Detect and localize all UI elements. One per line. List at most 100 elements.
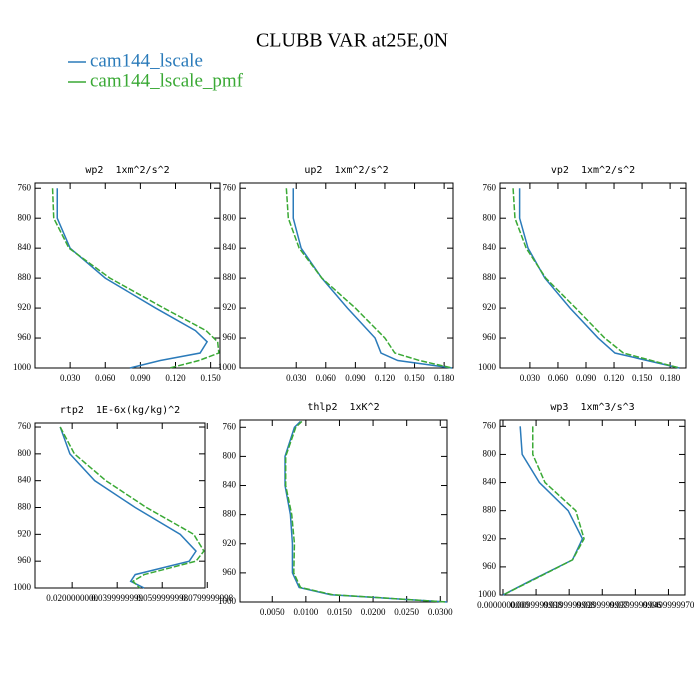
y-tick-label: 880 — [18, 272, 32, 282]
x-tick-label: 0.0050 — [260, 607, 285, 617]
x-tick-label: 0.0399999996 — [609, 600, 661, 610]
x-tick-label: 0.0300 — [428, 607, 453, 617]
y-tick-label: 840 — [483, 242, 497, 252]
y-tick-label: 760 — [18, 182, 32, 192]
legend-label: cam144_lscale — [90, 50, 203, 71]
x-tick-label: 0.060 — [316, 373, 337, 383]
y-tick-label: 760 — [483, 182, 497, 192]
y-tick-label: 1000 — [478, 362, 497, 372]
y-tick-label: 1000 — [218, 362, 237, 372]
y-tick-label: 760 — [18, 421, 32, 431]
plot-frame — [239, 419, 448, 603]
y-tick-label: 800 — [18, 212, 32, 222]
x-tick-label: 0.150 — [632, 373, 653, 383]
y-tick-label: 920 — [18, 302, 32, 312]
panel-title: up2 1xm^2/s^2 — [304, 165, 388, 176]
profile-line — [518, 188, 680, 369]
plot-frame — [239, 182, 454, 369]
y-tick-label: 800 — [483, 212, 497, 222]
x-tick-label: 0.0200000000 — [46, 593, 98, 603]
y-tick-label: 920 — [18, 528, 32, 538]
y-tick-label: 840 — [223, 242, 237, 252]
x-tick-label: 0.030 — [60, 373, 81, 383]
panel-title: wp2 1xm^2/s^2 — [85, 165, 169, 176]
x-tick-label: 0.030 — [286, 373, 307, 383]
y-tick-label: 880 — [223, 509, 237, 519]
y-tick-label: 880 — [223, 272, 237, 282]
panel-title: wp3 1xm^3/s^3 — [550, 402, 634, 413]
y-tick-label: 960 — [223, 332, 237, 342]
profile-line — [512, 188, 680, 369]
legend-label: cam144_lscale_pmf — [90, 70, 244, 91]
y-tick-label: 840 — [483, 477, 497, 487]
x-tick-label: 0.0199999998 — [543, 600, 595, 610]
x-tick-label: 0.180 — [434, 373, 455, 383]
y-tick-label: 1000 — [13, 362, 32, 372]
y-tick-label: 960 — [223, 567, 237, 577]
x-tick-label: 0.0000000000 — [477, 600, 529, 610]
x-tick-label: 0.0100 — [293, 607, 318, 617]
profile-line — [59, 426, 205, 589]
y-tick-label: 920 — [483, 533, 497, 543]
y-tick-label: 840 — [18, 242, 32, 252]
y-tick-label: 1000 — [218, 596, 237, 606]
y-tick-label: 880 — [18, 502, 32, 512]
x-tick-label: 0.090 — [576, 373, 597, 383]
y-tick-label: 880 — [483, 505, 497, 515]
y-tick-label: 840 — [223, 480, 237, 490]
plot-frame — [499, 182, 687, 369]
x-tick-label: 0.0099999998 — [510, 600, 562, 610]
x-tick-label: 0.0599999998 — [136, 593, 188, 603]
x-tick-label: 0.120 — [604, 373, 625, 383]
y-tick-label: 760 — [223, 421, 237, 431]
x-tick-label: 0.0200 — [361, 607, 386, 617]
y-tick-label: 1000 — [13, 582, 32, 592]
y-tick-label: 760 — [483, 420, 497, 430]
panel-title: thlp2 1xK^2 — [307, 402, 379, 413]
y-tick-label: 920 — [223, 538, 237, 548]
profile-line — [56, 188, 209, 369]
x-tick-label: 0.030 — [520, 373, 541, 383]
profile-line — [59, 426, 197, 589]
plot-frame — [34, 182, 221, 369]
profile-line — [292, 188, 453, 369]
y-tick-label: 920 — [483, 302, 497, 312]
profile-line — [502, 426, 584, 596]
x-tick-label: 0.0499999970 — [643, 600, 695, 610]
panel-title: vp2 1xm^2/s^2 — [551, 165, 635, 176]
x-tick-label: 0.090 — [130, 373, 151, 383]
x-tick-label: 0.0299999997 — [576, 600, 628, 610]
x-tick-label: 0.0250 — [394, 607, 419, 617]
profile-line — [284, 420, 448, 603]
y-tick-label: 920 — [223, 302, 237, 312]
plot-frame — [34, 422, 206, 589]
panel-title: rtp2 1E-6x(kg/kg)^2 — [60, 405, 180, 416]
x-tick-label: 0.120 — [375, 373, 396, 383]
x-tick-label: 0.060 — [548, 373, 569, 383]
y-tick-label: 960 — [483, 332, 497, 342]
y-tick-label: 960 — [483, 561, 497, 571]
profile-line — [284, 420, 448, 603]
y-tick-label: 960 — [18, 555, 32, 565]
figure-title: CLUBB VAR at25E,0N — [256, 30, 448, 52]
x-tick-label: 0.150 — [201, 373, 222, 383]
y-tick-label: 800 — [223, 450, 237, 460]
y-tick-label: 1000 — [478, 589, 497, 599]
x-tick-label: 0.0150 — [327, 607, 352, 617]
profile-line — [502, 426, 585, 596]
x-tick-label: 0.180 — [660, 373, 681, 383]
plot-frame — [499, 419, 686, 596]
x-tick-label: 0.120 — [165, 373, 186, 383]
y-tick-label: 800 — [18, 448, 32, 458]
y-tick-label: 760 — [223, 182, 237, 192]
x-tick-label: 0.060 — [95, 373, 116, 383]
profile-line — [51, 188, 220, 369]
y-tick-label: 800 — [223, 212, 237, 222]
y-tick-label: 800 — [483, 449, 497, 459]
y-tick-label: 880 — [483, 272, 497, 282]
x-tick-label: 0.150 — [404, 373, 425, 383]
y-tick-label: 960 — [18, 332, 32, 342]
x-tick-label: 0.0799999998 — [181, 593, 233, 603]
y-tick-label: 840 — [18, 475, 32, 485]
